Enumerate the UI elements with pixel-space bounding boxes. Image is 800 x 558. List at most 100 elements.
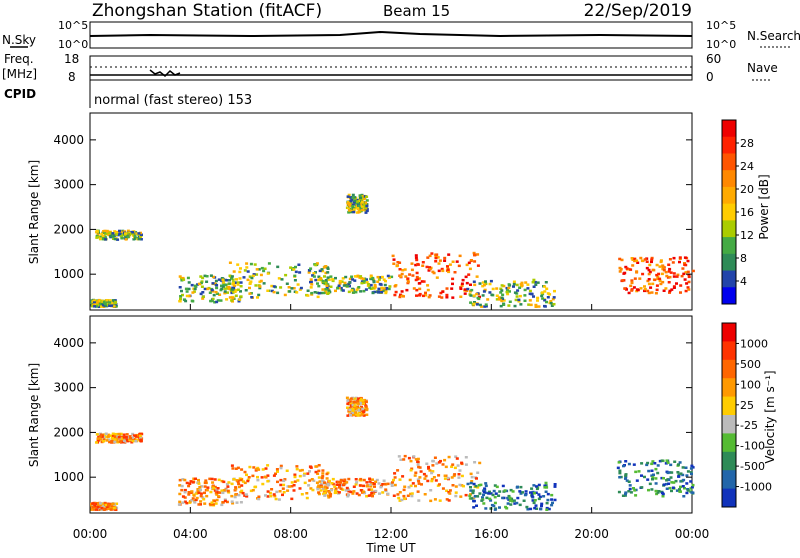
power-echo-cell bbox=[501, 293, 505, 297]
velocity-echo-cell bbox=[213, 478, 217, 481]
power-echo-cell bbox=[179, 297, 182, 301]
power-echo-cell bbox=[108, 299, 112, 302]
velocity-echo-cell bbox=[464, 463, 468, 466]
velocity-echo-cell bbox=[220, 489, 224, 492]
power-echo-cell bbox=[495, 298, 499, 301]
power-echo-cell bbox=[361, 205, 364, 208]
velocity-echo-cell bbox=[245, 473, 248, 477]
power-echo-cell bbox=[401, 269, 405, 272]
power-echo-cell bbox=[253, 263, 257, 266]
power-echo-cell bbox=[473, 283, 477, 287]
power-echo-cell bbox=[450, 287, 454, 290]
velocity-echo-cell bbox=[533, 506, 537, 510]
velocity-echo-cell bbox=[624, 474, 628, 477]
power-echo-cell bbox=[520, 281, 524, 285]
power-echo-cell bbox=[236, 288, 240, 291]
power-echo-cell bbox=[205, 275, 209, 278]
velocity-echo-cell bbox=[374, 489, 378, 493]
power-echo-cell bbox=[249, 280, 253, 283]
velocity-echo-cell bbox=[488, 490, 491, 494]
velocity-echo-cell bbox=[654, 467, 658, 471]
power-echo-cell bbox=[357, 204, 361, 207]
velocity-echo-cell bbox=[531, 499, 535, 502]
velocity-echo-cell bbox=[203, 502, 207, 505]
velocity-echo-cell bbox=[664, 462, 668, 465]
velocity-echo-cell bbox=[321, 487, 325, 490]
power-echo-cell bbox=[92, 299, 96, 302]
velocity-echo-cell bbox=[675, 489, 679, 492]
velocity-echo-cell bbox=[362, 409, 366, 412]
velocity-echo-cell bbox=[138, 434, 142, 438]
velocity-echo-cell bbox=[526, 508, 530, 511]
velocity-echo-cell bbox=[226, 489, 230, 493]
power-echo-cell bbox=[324, 271, 328, 275]
velocity-echo-cell bbox=[511, 490, 515, 493]
cpid-text: normal (fast stereo) 153 bbox=[94, 93, 252, 108]
velocity-echo-cell bbox=[139, 438, 143, 442]
velocity-echo-cell bbox=[640, 474, 643, 477]
velocity-echo-cell bbox=[544, 490, 548, 493]
velocity-echo-cell bbox=[95, 508, 99, 511]
power-echo-cell bbox=[357, 200, 361, 203]
velocity-echo-cell bbox=[438, 499, 442, 502]
power-echo-cell bbox=[137, 237, 141, 241]
power-echo-cell bbox=[636, 288, 640, 292]
velocity-echo-cell bbox=[482, 489, 486, 492]
velocity-echo-cell bbox=[670, 471, 674, 474]
velocity-echo-cell bbox=[682, 495, 686, 498]
velocity-colorbar-frame bbox=[721, 322, 737, 508]
velocity-echo-cell bbox=[353, 397, 357, 401]
velocity-echo-cell bbox=[384, 488, 388, 491]
velocity-echo-cell bbox=[523, 493, 527, 497]
velocity-echo-cell bbox=[351, 403, 355, 407]
velocity-echo-cell bbox=[185, 481, 189, 485]
power-echo-cell bbox=[667, 263, 671, 266]
power-echo-cell bbox=[124, 238, 128, 241]
velocity-echo-cell bbox=[359, 399, 363, 402]
power-echo-cell bbox=[352, 200, 356, 204]
velocity-echo-cell bbox=[292, 489, 296, 492]
velocity-echo-cell bbox=[685, 482, 689, 485]
power-echo-cell bbox=[348, 277, 352, 281]
velocity-echo-cell bbox=[97, 504, 100, 507]
velocity-echo-cell bbox=[97, 435, 101, 439]
power-echo-cell bbox=[108, 304, 112, 307]
velocity-echo-cell bbox=[286, 485, 290, 488]
power-echo-cell bbox=[361, 277, 365, 281]
power-echo-cell bbox=[126, 229, 130, 233]
velocity-colorbar-tick-label: 100 bbox=[740, 378, 761, 391]
power-echo-cell bbox=[658, 277, 662, 281]
velocity-echo-cell bbox=[115, 440, 119, 443]
power-echo-cell bbox=[276, 291, 280, 295]
power-echo-cell bbox=[630, 281, 634, 285]
velocity-echo-cell bbox=[93, 506, 97, 509]
velocity-echo-cell bbox=[652, 473, 655, 476]
velocity-echo-cell bbox=[372, 492, 376, 495]
power-echo-cell bbox=[655, 284, 659, 287]
velocity-echo-cell bbox=[370, 491, 374, 495]
power-echo-cell bbox=[351, 203, 355, 207]
power-echo-cell bbox=[353, 275, 357, 278]
velocity-echo-cell bbox=[417, 479, 421, 483]
velocity-echo-cell bbox=[203, 491, 206, 495]
velocity-echo-cell bbox=[357, 408, 361, 412]
power-echo-cell bbox=[238, 277, 242, 280]
velocity-echo-cell bbox=[243, 481, 247, 485]
velocity-echo-cell bbox=[131, 438, 135, 441]
power-echo-cell bbox=[293, 279, 297, 282]
power-colorbar-segment bbox=[722, 220, 736, 238]
power-echo-cell bbox=[686, 286, 690, 289]
power-echo-cell bbox=[250, 276, 254, 280]
power-echo-cell bbox=[546, 296, 550, 299]
power-echo-cell bbox=[386, 274, 390, 278]
velocity-echo-cell bbox=[281, 487, 285, 490]
velocity-echo-cell bbox=[249, 489, 253, 493]
power-echo-cell bbox=[248, 286, 251, 290]
power-echo-cell bbox=[633, 259, 637, 263]
velocity-echo-cell bbox=[115, 502, 119, 505]
velocity-echo-cell bbox=[516, 496, 520, 500]
power-echo-cell bbox=[388, 285, 392, 288]
velocity-echo-cell bbox=[197, 491, 201, 495]
